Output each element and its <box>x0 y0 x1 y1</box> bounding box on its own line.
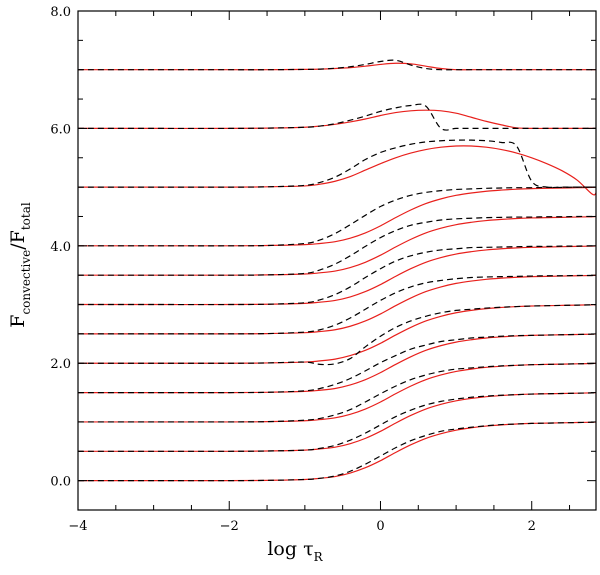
black-curve-4 <box>78 303 597 366</box>
black-curve-5 <box>78 274 597 335</box>
y-tick-label: 2.0 <box>50 357 71 372</box>
y-axis-title-main: F <box>7 315 29 328</box>
black-curve-2 <box>78 362 597 423</box>
y-axis-title: Fconvective/Ftotal <box>7 202 33 328</box>
x-tick-label: 0 <box>376 519 384 534</box>
y-axis-title-slash: /F <box>7 230 29 250</box>
x-axis-title-main: log τ <box>267 538 313 560</box>
ticks-layer <box>77 10 596 511</box>
black-curve-7 <box>78 215 596 276</box>
y-tick-label: 0.0 <box>50 475 71 490</box>
black-curve-3 <box>78 333 597 394</box>
black-curve-0 <box>78 421 597 482</box>
tick-labels-layer: −4 −2 0 2 0.0 2.0 4.0 6.0 8.0 <box>50 5 536 534</box>
y-tick-label: 8.0 <box>50 5 71 20</box>
x-tick-label: 2 <box>528 519 536 534</box>
black-curve-11 <box>78 59 596 71</box>
x-tick-label: −2 <box>220 519 239 534</box>
black-curve-1 <box>77 391 597 452</box>
y-axis-title-sub2: total <box>19 202 33 230</box>
plot-frame <box>77 10 597 511</box>
x-axis-title-sub: R <box>314 550 324 564</box>
x-tick-label: −4 <box>68 519 87 534</box>
black-curve-10 <box>78 103 596 131</box>
red-curve-8 <box>78 186 597 247</box>
red-curve-11 <box>78 62 596 71</box>
y-tick-label: 6.0 <box>50 122 71 137</box>
red-curve-10 <box>78 109 596 130</box>
x-axis-title: log τR <box>267 538 323 564</box>
y-tick-label: 4.0 <box>50 240 71 255</box>
y-axis-title-sub1: convective <box>19 250 33 315</box>
black-curve-9 <box>78 139 596 189</box>
curves-layer <box>77 59 597 482</box>
black-curve-6 <box>78 245 597 306</box>
